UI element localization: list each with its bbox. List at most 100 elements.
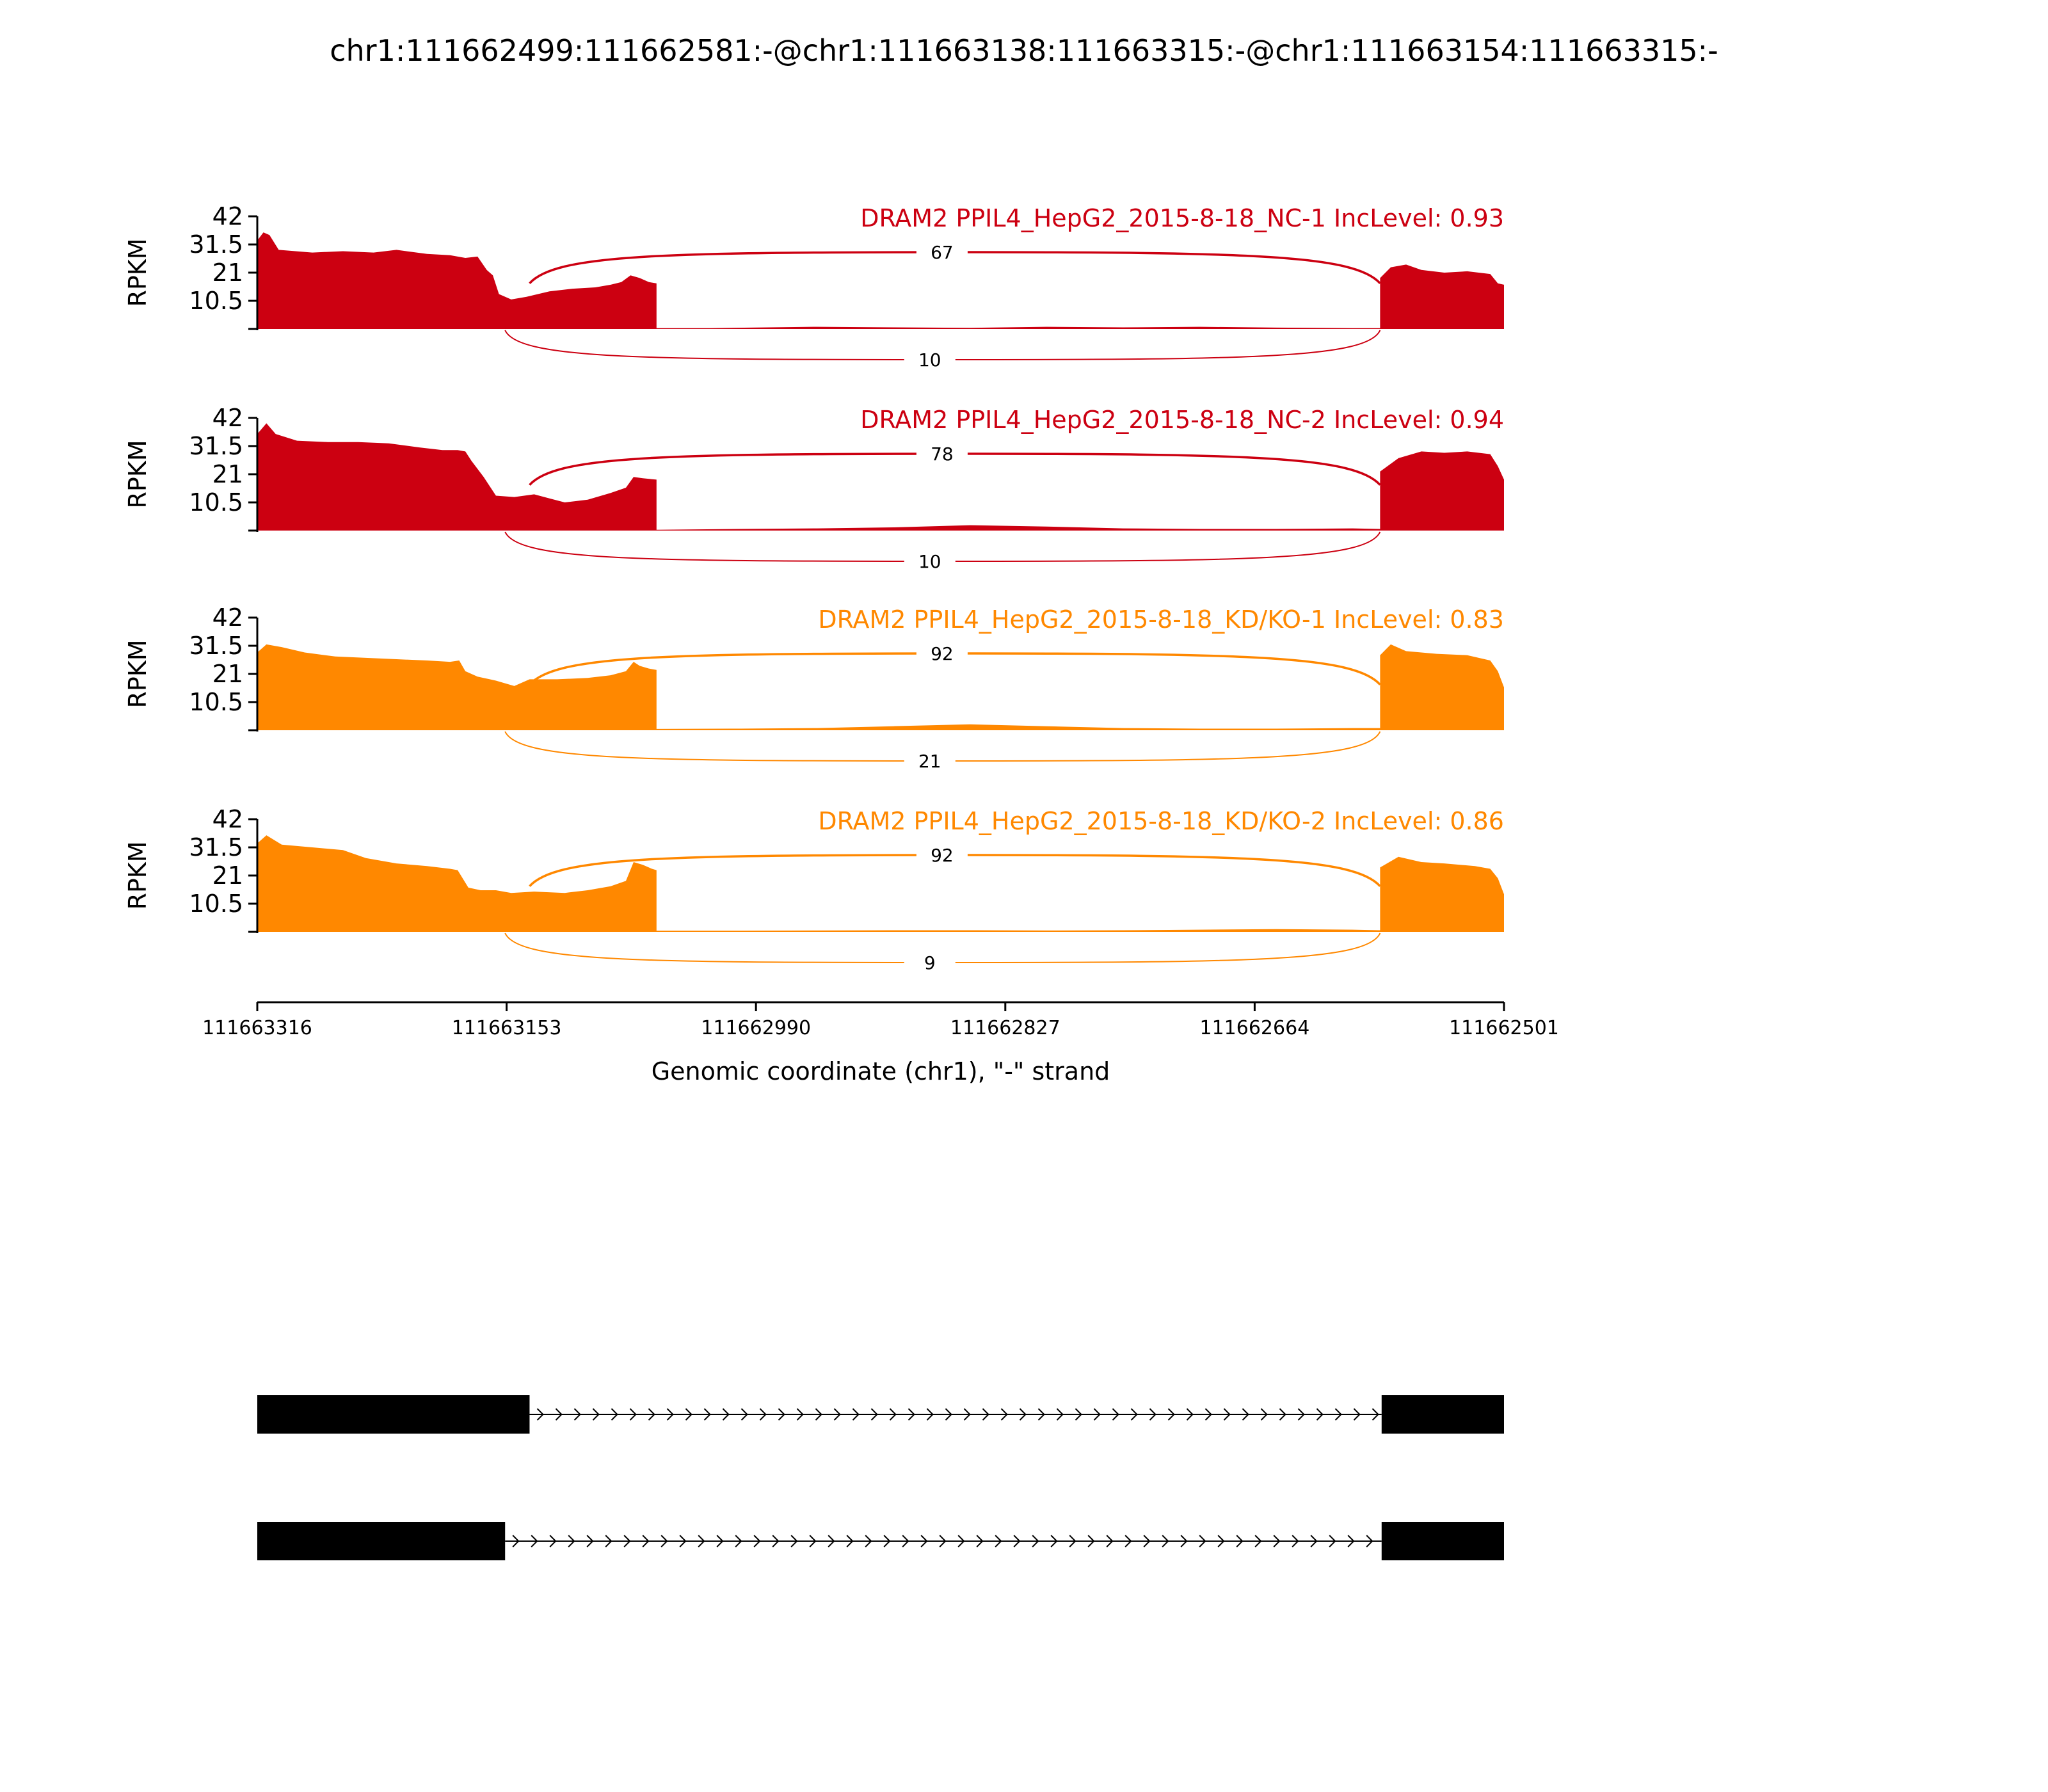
junction-count-label: 10 bbox=[918, 551, 941, 572]
strand-arrow bbox=[1316, 1408, 1324, 1421]
strand-arrow bbox=[957, 1535, 965, 1548]
strand-arrow bbox=[963, 1408, 971, 1421]
strand-arrow bbox=[740, 1408, 748, 1421]
strand-arrow bbox=[1037, 1408, 1045, 1421]
junction-label-background bbox=[904, 348, 956, 371]
y-axis-label: RPKM bbox=[124, 238, 152, 307]
strand-arrow bbox=[660, 1535, 668, 1548]
exon-block bbox=[1381, 1395, 1504, 1434]
strand-arrow bbox=[568, 1535, 575, 1548]
junction-count-label: 9 bbox=[924, 952, 936, 973]
strand-arrow bbox=[573, 1408, 581, 1421]
strand-arrow bbox=[685, 1408, 692, 1421]
strand-arrow bbox=[555, 1408, 563, 1421]
x-tick-label: 111662501 bbox=[1449, 1017, 1559, 1039]
isoform-track-1 bbox=[257, 1395, 1504, 1434]
strand-arrow bbox=[549, 1535, 557, 1548]
coverage-area bbox=[257, 423, 1504, 531]
junction-label-background bbox=[904, 951, 956, 974]
y-tick-label: 21 bbox=[212, 259, 243, 287]
strand-arrow bbox=[1204, 1408, 1212, 1421]
x-tick-label: 111662990 bbox=[701, 1017, 811, 1039]
strand-arrow bbox=[1075, 1408, 1082, 1421]
strand-arrow bbox=[1112, 1408, 1119, 1421]
strand-arrow bbox=[1292, 1535, 1299, 1548]
strand-arrow bbox=[623, 1535, 631, 1548]
strand-arrow bbox=[833, 1408, 841, 1421]
strand-arrow bbox=[648, 1408, 655, 1421]
y-axis-label: RPKM bbox=[124, 841, 152, 909]
x-tick-label: 111662827 bbox=[950, 1017, 1060, 1039]
strand-arrow bbox=[982, 1408, 989, 1421]
strand-arrow bbox=[945, 1408, 952, 1421]
y-tick-label: 21 bbox=[212, 460, 243, 488]
y-tick-label: 21 bbox=[212, 660, 243, 688]
junction-count-label: 92 bbox=[931, 845, 954, 866]
strand-arrow bbox=[536, 1408, 544, 1421]
strand-arrow bbox=[1310, 1535, 1318, 1548]
panel-title: DRAM2 PPIL4_HepG2_2015-8-18_KD/KO-1 IncL… bbox=[818, 605, 1504, 634]
strand-arrow bbox=[1087, 1535, 1095, 1548]
strand-arrow bbox=[1334, 1408, 1342, 1421]
strand-arrow bbox=[939, 1535, 947, 1548]
strand-arrow bbox=[512, 1535, 520, 1548]
y-tick-label: 21 bbox=[212, 861, 243, 890]
strand-arrow bbox=[772, 1535, 780, 1548]
strand-arrow bbox=[1217, 1535, 1225, 1548]
strand-arrow bbox=[870, 1408, 878, 1421]
strand-arrow bbox=[815, 1408, 822, 1421]
strand-arrow bbox=[1069, 1535, 1076, 1548]
junction-count-label: 78 bbox=[931, 444, 954, 465]
junction-count-label: 21 bbox=[918, 751, 941, 772]
y-tick-label: 42 bbox=[212, 404, 243, 432]
strand-arrow bbox=[1000, 1408, 1008, 1421]
coverage-area bbox=[257, 835, 1504, 932]
y-tick-label: 31.5 bbox=[189, 230, 243, 259]
panel-title: DRAM2 PPIL4_HepG2_2015-8-18_NC-2 IncLeve… bbox=[860, 406, 1504, 434]
strand-arrow bbox=[703, 1408, 711, 1421]
strand-arrow bbox=[1149, 1408, 1156, 1421]
junction-count-label: 10 bbox=[918, 349, 941, 371]
exon-block bbox=[257, 1522, 506, 1560]
strand-arrow bbox=[1032, 1535, 1039, 1548]
strand-arrow bbox=[759, 1408, 767, 1421]
junction-count-label: 67 bbox=[931, 242, 954, 263]
strand-arrow bbox=[1260, 1408, 1268, 1421]
strand-arrow bbox=[1124, 1535, 1132, 1548]
strand-arrow bbox=[1167, 1408, 1175, 1421]
y-tick-label: 42 bbox=[212, 604, 243, 632]
strand-arrow bbox=[629, 1408, 637, 1421]
strand-arrow bbox=[995, 1535, 1002, 1548]
strand-arrow bbox=[1273, 1535, 1281, 1548]
strand-arrow bbox=[828, 1535, 835, 1548]
exon-block bbox=[257, 1395, 530, 1434]
strand-arrow bbox=[1223, 1408, 1231, 1421]
strand-arrow bbox=[976, 1535, 984, 1548]
strand-arrow bbox=[1279, 1408, 1286, 1421]
panel-title: DRAM2 PPIL4_HepG2_2015-8-18_NC-1 IncLeve… bbox=[860, 204, 1504, 232]
strand-arrow bbox=[809, 1535, 817, 1548]
strand-arrow bbox=[611, 1408, 618, 1421]
y-tick-label: 10.5 bbox=[189, 688, 243, 716]
coverage-area bbox=[257, 644, 1504, 730]
strand-arrow bbox=[1366, 1535, 1373, 1548]
strand-arrow bbox=[902, 1535, 909, 1548]
strand-arrow bbox=[796, 1408, 804, 1421]
y-tick-label: 10.5 bbox=[189, 890, 243, 918]
junction-label-background bbox=[904, 749, 956, 772]
isoform-track-2 bbox=[257, 1522, 1504, 1560]
strand-arrow bbox=[642, 1535, 650, 1548]
y-axis-label: RPKM bbox=[124, 639, 152, 708]
strand-arrow bbox=[1106, 1535, 1114, 1548]
strand-arrow bbox=[926, 1408, 934, 1421]
strand-arrow bbox=[1093, 1408, 1101, 1421]
strand-arrow bbox=[1242, 1408, 1249, 1421]
junction-label-background bbox=[916, 241, 968, 264]
strand-arrow bbox=[698, 1535, 705, 1548]
strand-arrow bbox=[920, 1535, 928, 1548]
strand-arrow bbox=[666, 1408, 674, 1421]
y-tick-label: 31.5 bbox=[189, 432, 243, 460]
